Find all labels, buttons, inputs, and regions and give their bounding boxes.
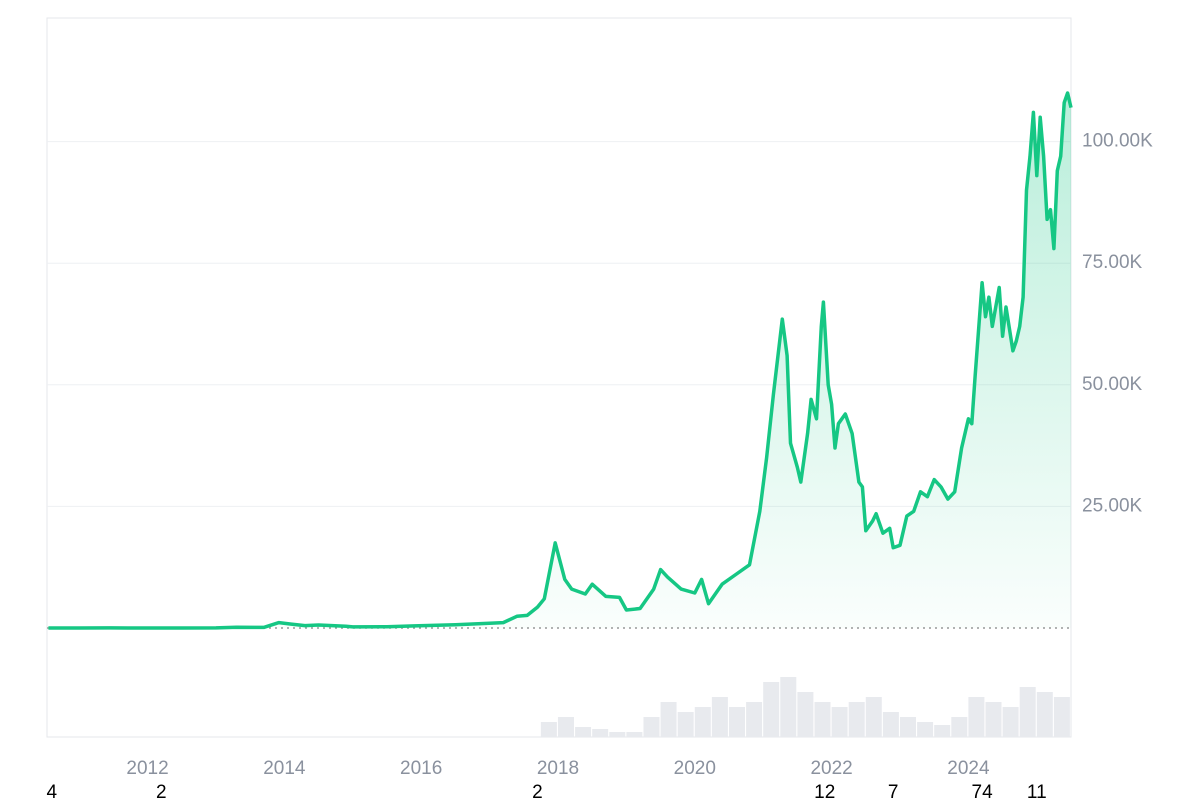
volume-bar [1002, 707, 1019, 737]
y-tick-label: 25.00K [1082, 495, 1143, 516]
volume-bar [882, 712, 899, 737]
volume-bar [814, 702, 831, 737]
volume-bar [728, 707, 745, 737]
volume-bar [1036, 692, 1053, 737]
marker-count: 2 [156, 782, 167, 800]
volume-bar [848, 702, 865, 737]
volume-bar [609, 732, 626, 737]
volume-bar [763, 682, 780, 737]
volume-bar [917, 722, 934, 737]
volume-bar [694, 707, 711, 737]
x-tick-label: 2014 [263, 758, 306, 779]
volume-bar [643, 717, 660, 737]
y-tick-label: 50.00K [1082, 374, 1143, 395]
price-line [48, 91, 1073, 630]
volume-bar [575, 727, 592, 737]
marker-count: 74 [972, 782, 994, 800]
marker-count: 4 [46, 782, 57, 800]
volume-bar [951, 717, 968, 737]
volume-bar [746, 702, 763, 737]
marker-count: 11 [1027, 782, 1047, 800]
volume-bar [968, 697, 985, 737]
volume-bar [797, 692, 814, 737]
volume-bar [557, 717, 574, 737]
volume-bar [934, 725, 951, 737]
volume-bar [1053, 697, 1070, 737]
y-tick-label: 100.00K [1082, 131, 1153, 152]
volume-bar [626, 732, 643, 737]
volume-bar [865, 697, 882, 737]
marker-count: 2 [532, 782, 543, 800]
volume-bar [660, 702, 677, 737]
marker-count: 7 [888, 782, 899, 800]
marker-count: 12 [814, 782, 835, 800]
volume-bar [677, 712, 694, 737]
volume-bar [540, 722, 557, 737]
x-tick-label: 2018 [537, 758, 579, 779]
volume-bar [711, 697, 728, 737]
volume-bar [899, 717, 916, 737]
x-tick-label: 2022 [810, 758, 852, 779]
x-tick-label: 2024 [947, 758, 990, 779]
volume-bar [985, 702, 1002, 737]
x-tick-label: 2012 [126, 758, 168, 779]
volume-bar [1019, 687, 1036, 737]
volume-bar [831, 707, 848, 737]
x-tick-label: 2016 [400, 758, 442, 779]
volume-bar [780, 677, 797, 737]
x-tick-label: 2020 [674, 758, 716, 779]
y-tick-label: 75.00K [1082, 252, 1143, 273]
area [48, 93, 1071, 628]
volume-bar [592, 729, 609, 737]
